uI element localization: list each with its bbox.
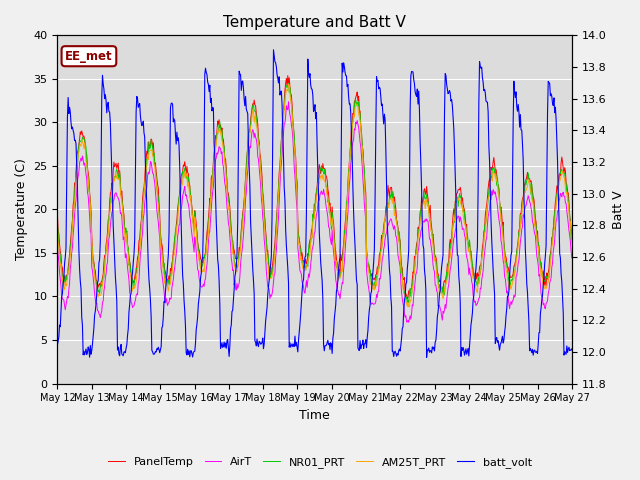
batt_volt <box>568 346 576 352</box>
Y-axis label: Temperature (C): Temperature (C) <box>15 158 28 260</box>
AirT <box>195 275 203 281</box>
AirT <box>568 255 576 261</box>
AirT <box>63 298 70 304</box>
PanelTemp <box>393 216 401 222</box>
PanelTemp <box>54 210 61 216</box>
AM25T_PRT <box>405 304 413 310</box>
NR01_PRT <box>393 219 401 225</box>
AM25T_PRT <box>378 248 385 253</box>
batt_volt <box>393 353 401 359</box>
Text: EE_met: EE_met <box>65 50 113 63</box>
PanelTemp <box>284 73 292 79</box>
batt_volt <box>116 353 124 359</box>
batt_volt <box>423 355 431 360</box>
batt_volt <box>269 47 277 53</box>
NR01_PRT <box>405 300 413 306</box>
Line: AirT: AirT <box>58 102 572 323</box>
PanelTemp <box>378 232 385 238</box>
NR01_PRT <box>195 253 203 259</box>
batt_volt <box>378 103 385 108</box>
PanelTemp <box>116 168 124 174</box>
Y-axis label: Batt V: Batt V <box>612 190 625 229</box>
X-axis label: Time: Time <box>300 409 330 422</box>
batt_volt <box>168 100 176 106</box>
AM25T_PRT <box>285 81 292 87</box>
AirT <box>405 320 413 325</box>
NR01_PRT <box>168 269 176 275</box>
Line: NR01_PRT: NR01_PRT <box>58 84 572 303</box>
Line: AM25T_PRT: AM25T_PRT <box>58 84 572 307</box>
AirT <box>285 99 292 105</box>
NR01_PRT <box>54 220 61 226</box>
AirT <box>54 243 61 249</box>
AirT <box>116 202 124 207</box>
AirT <box>168 285 176 291</box>
AM25T_PRT <box>116 177 124 183</box>
Title: Temperature and Batt V: Temperature and Batt V <box>223 15 406 30</box>
batt_volt <box>63 180 70 185</box>
batt_volt <box>54 342 61 348</box>
AM25T_PRT <box>54 224 61 229</box>
PanelTemp <box>403 296 411 302</box>
batt_volt <box>195 295 203 301</box>
Line: batt_volt: batt_volt <box>58 50 572 358</box>
NR01_PRT <box>568 234 576 240</box>
Legend: PanelTemp, AirT, NR01_PRT, AM25T_PRT, batt_volt: PanelTemp, AirT, NR01_PRT, AM25T_PRT, ba… <box>104 452 536 472</box>
AM25T_PRT <box>393 219 401 225</box>
AirT <box>393 234 401 240</box>
PanelTemp <box>568 232 576 238</box>
AM25T_PRT <box>568 240 576 246</box>
NR01_PRT <box>378 246 385 252</box>
PanelTemp <box>168 261 176 266</box>
AM25T_PRT <box>63 282 70 288</box>
AM25T_PRT <box>168 272 176 278</box>
Line: PanelTemp: PanelTemp <box>58 76 572 299</box>
NR01_PRT <box>285 81 292 86</box>
AirT <box>378 265 385 271</box>
AM25T_PRT <box>195 258 203 264</box>
NR01_PRT <box>116 169 124 175</box>
NR01_PRT <box>63 277 70 283</box>
PanelTemp <box>63 272 70 278</box>
PanelTemp <box>195 247 203 253</box>
